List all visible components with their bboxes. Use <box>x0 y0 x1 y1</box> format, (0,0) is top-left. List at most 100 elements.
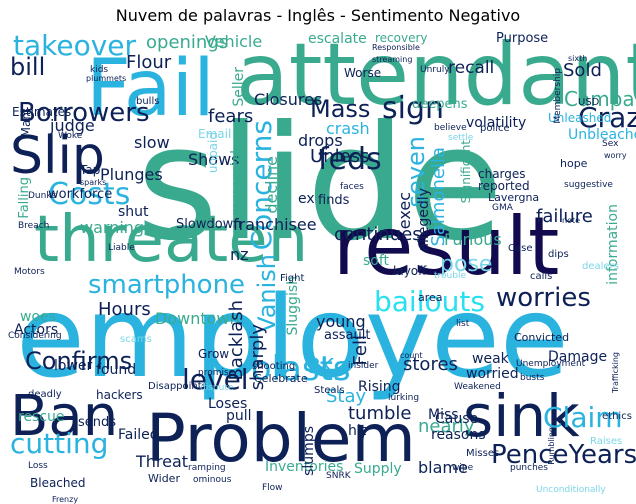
word-blasts: blasts <box>250 349 351 389</box>
word-decline: decline <box>262 156 281 214</box>
word-warning: warning <box>80 218 145 237</box>
word-confirms: Confirms <box>25 347 133 375</box>
word-cutting: cutting <box>10 427 109 460</box>
word-breach: Breach <box>18 221 50 231</box>
word-hit: hit <box>348 423 367 439</box>
word-level: level <box>182 363 249 396</box>
word-police: police <box>480 123 510 134</box>
word-finds: finds <box>318 193 350 208</box>
word-cause: Cause <box>435 411 479 427</box>
word-pull: pull <box>226 408 252 424</box>
word-celebrate: Celebrate <box>254 372 308 385</box>
word-rising: Rising <box>358 379 401 395</box>
word-usd: USD <box>578 97 600 108</box>
word-streaming: streaming <box>372 55 413 64</box>
word-employee: employee <box>16 273 569 403</box>
word-problem: Problem <box>146 400 416 477</box>
word-bailouts: bailouts <box>374 285 485 318</box>
word-worse: Worse <box>344 66 382 80</box>
word-misses: Misses <box>466 448 500 459</box>
word-plummets: plummets <box>86 74 127 83</box>
word-dealers: dealers <box>582 261 619 272</box>
word-ethics: ethics <box>602 411 632 422</box>
word-ex: ex <box>298 191 315 207</box>
word-email: Email <box>198 127 232 141</box>
word-hope: hope <box>560 157 588 170</box>
word-smartphone: smartphone <box>88 270 246 300</box>
word-responsible: Responsible <box>372 43 420 52</box>
word-shut: shut <box>118 204 149 220</box>
word-closures: Closures <box>254 90 323 109</box>
chart-title: Nuvem de palavras - Inglês - Sentimento … <box>115 6 521 25</box>
word-weakened: Weakened <box>454 382 501 392</box>
word-unpaid: unpaid <box>206 132 220 174</box>
word-supply: Supply <box>354 461 402 477</box>
word-lurking: lurking <box>388 393 420 403</box>
word-failed: Failed <box>118 427 159 443</box>
word-miss: Miss <box>428 407 459 423</box>
word-fears: fears <box>208 106 254 127</box>
word-assault: assault <box>324 328 371 343</box>
word-motors: Motors <box>14 267 45 277</box>
word-busts: busts <box>520 373 545 383</box>
word-shooting: shooting <box>252 361 296 372</box>
word-membership: Membership <box>553 68 563 124</box>
word-snrk: SNRK <box>326 471 351 481</box>
word-unless: Unless <box>310 146 370 167</box>
word-downtown: Downtown <box>155 309 240 328</box>
word-worries: worries <box>496 283 591 313</box>
word-bleached: Bleached <box>30 476 86 490</box>
word-lavergna: Lavergna <box>488 191 540 204</box>
word-worry: worry <box>604 151 627 160</box>
word-sixth: sixth <box>568 54 588 63</box>
word-grow: Grow <box>198 347 230 361</box>
word-ominous: ominous <box>193 475 232 485</box>
word-wider: Wider <box>148 472 180 485</box>
word-unleashed: Unleashed <box>548 111 612 125</box>
word-found: found <box>96 362 137 378</box>
word-deadly: deadly <box>28 389 62 400</box>
word-nz: nz <box>230 245 249 264</box>
word-flow: Flow <box>262 483 283 493</box>
word-hackers: hackers <box>96 388 143 402</box>
word-tumble: tumble <box>348 403 412 424</box>
word-seller: Seller <box>231 67 247 107</box>
word-calls: calls <box>530 271 553 282</box>
word-case: Case <box>508 243 533 254</box>
word-reported: reported <box>478 179 530 193</box>
word-workforce: workforce <box>48 187 113 202</box>
word-frenzy: Frenzy <box>52 495 79 504</box>
word-soft: soft <box>363 253 390 269</box>
word-rumbling: Rumbling <box>547 427 556 465</box>
word-insider: insider <box>348 361 379 371</box>
word-volatility: volatility <box>466 115 527 131</box>
word-franchisee: franchisee <box>233 215 317 234</box>
word-result: result <box>333 200 560 293</box>
word-claim: Claim <box>543 401 623 434</box>
word-unruly: Unruly <box>420 65 450 75</box>
word-information: information <box>605 204 621 285</box>
word-steals: Steals <box>314 385 345 396</box>
word-sparks: sparks <box>80 178 107 187</box>
word-bill: bill <box>10 53 46 81</box>
word-layoff: layoff <box>393 264 427 278</box>
word-crash: crash <box>326 119 370 138</box>
word-believe: believe <box>434 123 467 133</box>
word-slide: slide <box>136 92 504 276</box>
word-liable: Liable <box>108 243 135 253</box>
word-unconditionally: Unconditionally <box>536 485 606 495</box>
word-escalate: escalate <box>308 31 367 47</box>
word-unemployment: Unemployment <box>516 359 586 369</box>
word-campaign: Campaign <box>564 87 636 111</box>
word-sex: Sex <box>602 139 619 149</box>
word-convicted: Convicted <box>514 331 570 344</box>
word-deepens: deepens <box>412 97 468 112</box>
word-list: list <box>456 319 470 329</box>
word-dunks: Dunks <box>28 191 57 201</box>
word-slowdown: Slowdown <box>176 217 242 232</box>
word-loss: Loss <box>28 461 48 471</box>
word-bulls: bulls <box>136 96 160 107</box>
word-nearly: nearly <box>418 416 475 437</box>
word-purpose: Purpose <box>496 31 549 46</box>
word-count: count <box>400 351 423 360</box>
